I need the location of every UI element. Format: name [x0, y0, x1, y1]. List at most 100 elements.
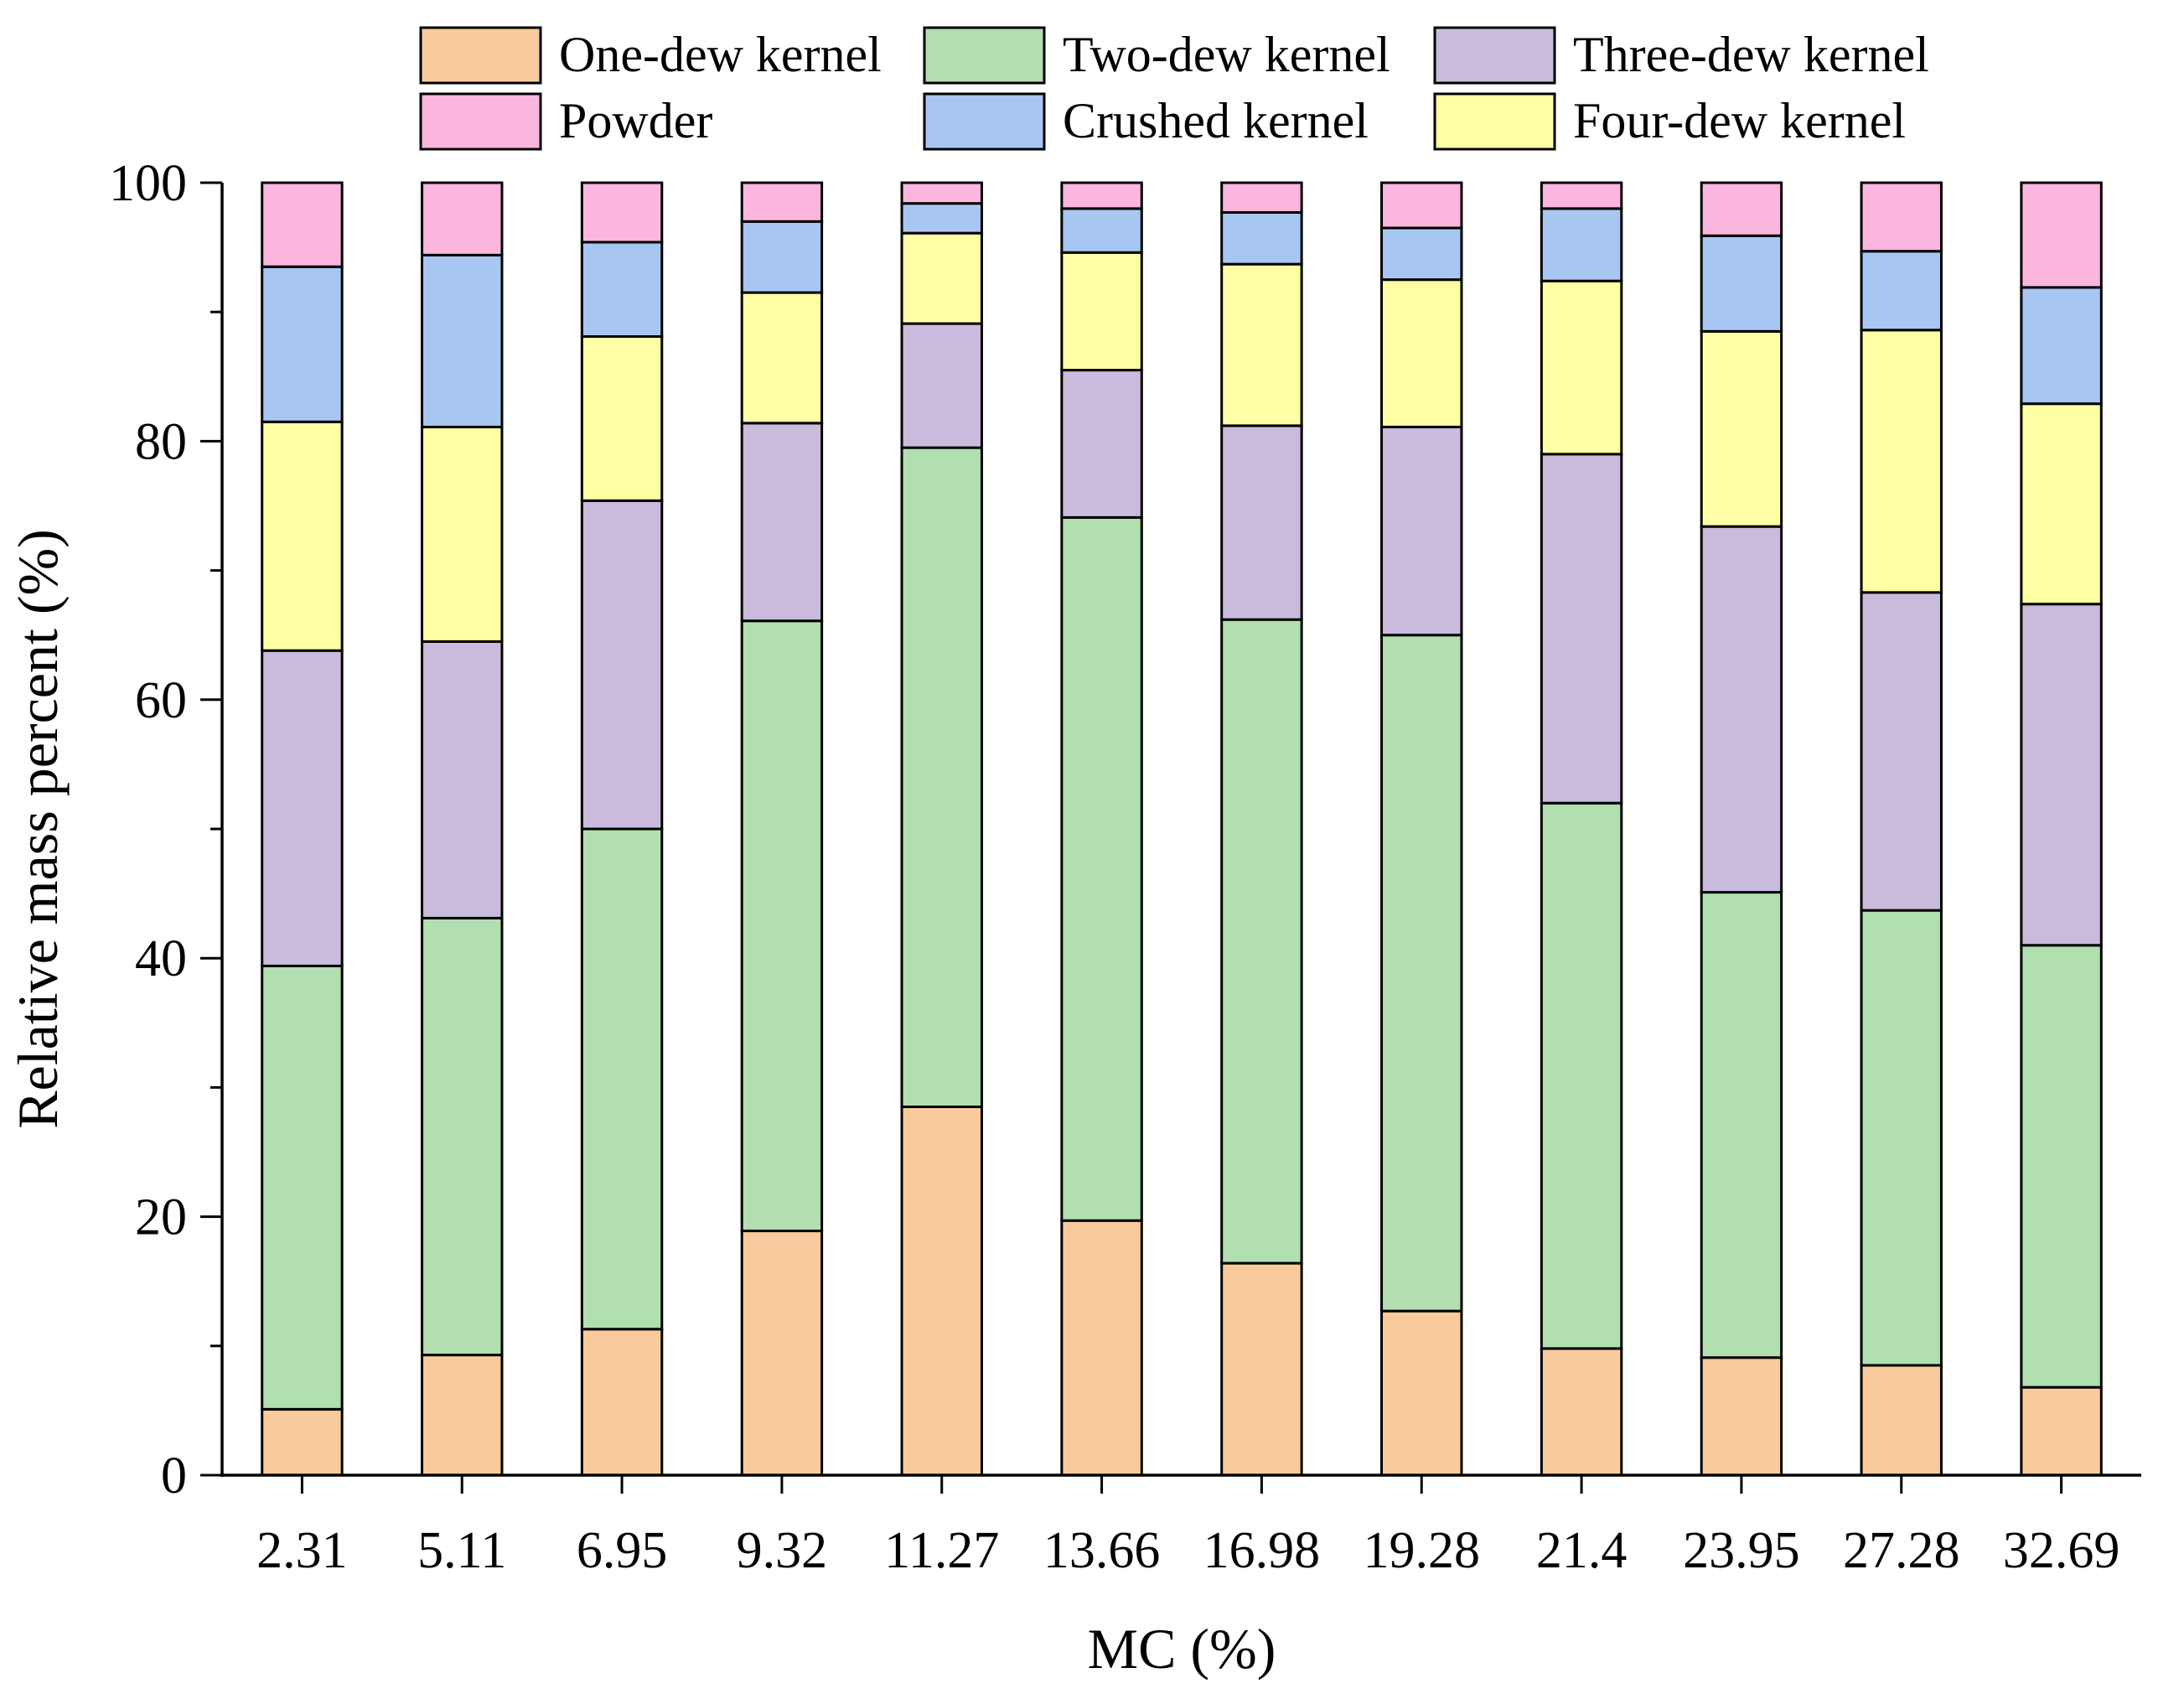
- bar-segment-four-dew-kernel-9-32: [740, 291, 824, 425]
- x-tick-label: 6.95: [577, 1522, 668, 1579]
- legend-label-powder: Powder: [559, 93, 712, 148]
- bar-segment-two-dew-kernel-2-31: [261, 964, 344, 1411]
- axes-layer: 2.31 5.11 6.95 9.32 11.27 13.66 16.98 19.28 21.4…: [6, 155, 2141, 1681]
- x-tick-label: 9.32: [737, 1522, 828, 1579]
- x-axis-title: MC (%): [1088, 1617, 1276, 1681]
- bar-segment-powder-13-66: [1060, 181, 1143, 210]
- x-tick-label: 16.98: [1203, 1522, 1321, 1579]
- bar-segment-three-dew-kernel-16-98: [1220, 424, 1303, 621]
- x-tick-label: 19.28: [1364, 1522, 1481, 1579]
- legend-swatch-one-dew-kernel: [419, 26, 542, 85]
- legend-layer: One-dew kernel Two-dew kernel Three-dew ke…: [419, 26, 1929, 151]
- bar-segment-four-dew-kernel-32-69: [2020, 402, 2103, 606]
- bar-segment-crushed-kernel-5-11: [421, 253, 504, 428]
- y-tick-label: 0: [161, 1448, 187, 1505]
- bar-segment-powder-19-28: [1380, 181, 1463, 230]
- bar-segment-three-dew-kernel-5-11: [421, 640, 504, 919]
- bars-layer: [261, 181, 2103, 1477]
- legend-swatch-four-dew-kernel: [1433, 92, 1556, 151]
- bar-segment-four-dew-kernel-19-28: [1380, 278, 1463, 428]
- bar-segment-four-dew-kernel-11-27: [900, 231, 983, 325]
- y-axis-title: Relative mass percent (%): [6, 529, 70, 1129]
- bar-segment-one-dew-kernel-6-95: [580, 1328, 664, 1477]
- x-tick-label: 13.66: [1043, 1522, 1161, 1579]
- bar-segment-crushed-kernel-27-28: [1860, 250, 1943, 332]
- bar-segment-crushed-kernel-21-4: [1540, 207, 1623, 282]
- bar-segment-crushed-kernel-19-28: [1380, 226, 1463, 282]
- y-tick-label: 40: [135, 930, 187, 987]
- legend-label-two-dew-kernel: Two-dew kernel: [1063, 27, 1390, 82]
- bar-segment-four-dew-kernel-13-66: [1060, 251, 1143, 372]
- bar-segment-one-dew-kernel-19-28: [1380, 1309, 1463, 1477]
- x-tick-label: 2.31: [256, 1522, 348, 1579]
- bar-segment-two-dew-kernel-32-69: [2020, 944, 2103, 1389]
- bar-segment-one-dew-kernel-21-4: [1540, 1347, 1623, 1477]
- x-tick-label: 23.95: [1683, 1522, 1800, 1579]
- x-tick-label: 21.4: [1536, 1522, 1628, 1579]
- bar-segment-three-dew-kernel-6-95: [580, 499, 664, 831]
- bar-segment-three-dew-kernel-27-28: [1860, 591, 1943, 912]
- bar-segment-powder-21-4: [1540, 181, 1623, 210]
- bar-segment-three-dew-kernel-19-28: [1380, 425, 1463, 637]
- bar-segment-four-dew-kernel-21-4: [1540, 279, 1623, 456]
- bar-segment-one-dew-kernel-11-27: [900, 1106, 983, 1477]
- bar-segment-four-dew-kernel-16-98: [1220, 262, 1303, 427]
- bar-segment-powder-16-98: [1220, 181, 1303, 214]
- bar-segment-three-dew-kernel-23-95: [1700, 525, 1783, 894]
- bar-segment-two-dew-kernel-21-4: [1540, 801, 1623, 1350]
- x-tick-label: 11.27: [884, 1522, 999, 1579]
- y-tick-label: 20: [135, 1189, 187, 1246]
- bar-segment-powder-9-32: [740, 181, 824, 223]
- bar-segment-powder-27-28: [1860, 181, 1943, 253]
- bar-segment-crushed-kernel-9-32: [740, 220, 824, 294]
- bar-segment-powder-5-11: [421, 181, 504, 256]
- bar-segment-two-dew-kernel-19-28: [1380, 634, 1463, 1313]
- x-tick-label: 5.11: [417, 1522, 506, 1579]
- bar-segment-one-dew-kernel-5-11: [421, 1354, 504, 1477]
- bar-segment-crushed-kernel-13-66: [1060, 207, 1143, 254]
- bar-segment-one-dew-kernel-23-95: [1700, 1356, 1783, 1477]
- bar-segment-one-dew-kernel-2-31: [261, 1407, 344, 1477]
- x-tick-label: 27.28: [1843, 1522, 1960, 1579]
- bar-segment-crushed-kernel-2-31: [261, 265, 344, 423]
- bar-segment-powder-23-95: [1700, 181, 1783, 237]
- bar-segment-four-dew-kernel-2-31: [261, 420, 344, 652]
- bar-segment-three-dew-kernel-11-27: [900, 322, 983, 449]
- bar-segment-crushed-kernel-16-98: [1220, 210, 1303, 266]
- bar-segment-one-dew-kernel-9-32: [740, 1230, 824, 1477]
- bar-segment-three-dew-kernel-21-4: [1540, 453, 1623, 805]
- legend-label-three-dew-kernel: Three-dew kernel: [1573, 27, 1929, 82]
- bar-segment-three-dew-kernel-9-32: [740, 422, 824, 623]
- bar-segment-two-dew-kernel-16-98: [1220, 618, 1303, 1265]
- legend-label-one-dew-kernel: One-dew kernel: [559, 27, 882, 82]
- bar-segment-powder-2-31: [261, 181, 344, 268]
- legend-swatch-crushed-kernel: [923, 92, 1046, 151]
- bar-segment-two-dew-kernel-13-66: [1060, 515, 1143, 1222]
- bar-segment-powder-11-27: [900, 181, 983, 205]
- bar-segment-crushed-kernel-11-27: [900, 202, 983, 235]
- bar-segment-one-dew-kernel-13-66: [1060, 1219, 1143, 1477]
- x-tick-label: 32.69: [2003, 1522, 2120, 1579]
- y-tick-label: 80: [135, 413, 187, 470]
- bar-segment-two-dew-kernel-6-95: [580, 827, 664, 1331]
- legend-label-crushed-kernel: Crushed kernel: [1063, 93, 1369, 148]
- bar-segment-powder-32-69: [2020, 181, 2103, 289]
- bar-segment-four-dew-kernel-5-11: [421, 425, 504, 643]
- bar-segment-one-dew-kernel-27-28: [1860, 1364, 1943, 1477]
- bar-segment-crushed-kernel-6-95: [580, 241, 664, 338]
- bar-segment-two-dew-kernel-11-27: [900, 446, 983, 1109]
- bar-segment-three-dew-kernel-13-66: [1060, 369, 1143, 519]
- legend-swatch-two-dew-kernel: [923, 26, 1046, 85]
- bar-segment-four-dew-kernel-6-95: [580, 334, 664, 502]
- bar-segment-four-dew-kernel-23-95: [1700, 329, 1783, 528]
- legend-swatch-three-dew-kernel: [1433, 26, 1556, 85]
- bar-segment-one-dew-kernel-16-98: [1220, 1261, 1303, 1477]
- bar-segment-four-dew-kernel-27-28: [1860, 329, 1943, 594]
- bar-segment-two-dew-kernel-27-28: [1860, 909, 1943, 1367]
- legend-label-four-dew-kernel: Four-dew kernel: [1573, 93, 1906, 148]
- bar-segment-three-dew-kernel-2-31: [261, 649, 344, 967]
- bar-segment-two-dew-kernel-9-32: [740, 619, 824, 1233]
- bar-segment-powder-6-95: [580, 181, 664, 244]
